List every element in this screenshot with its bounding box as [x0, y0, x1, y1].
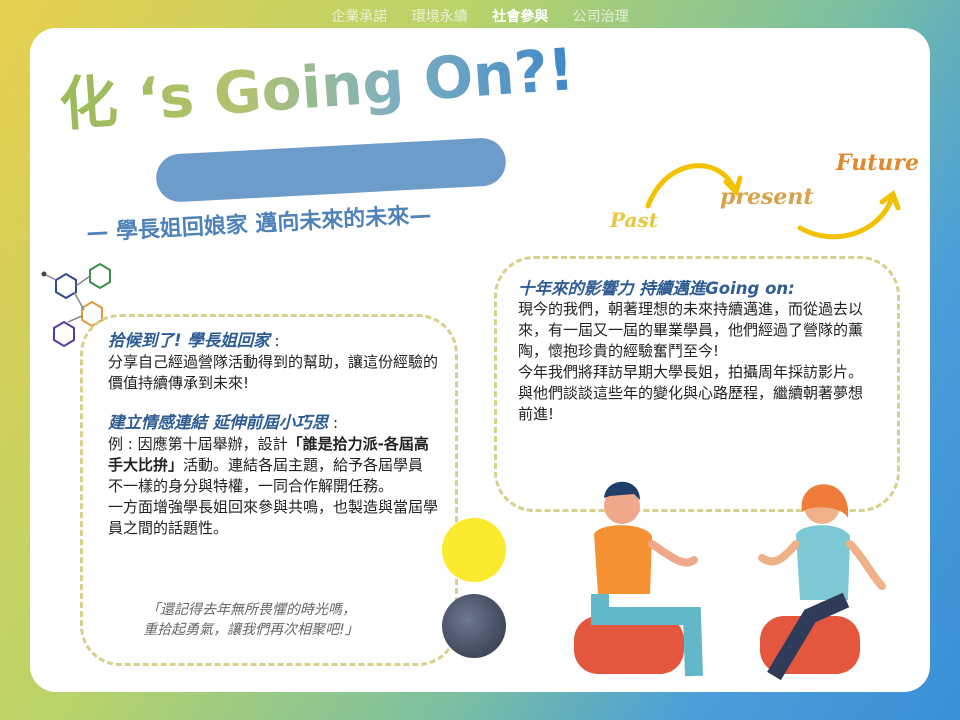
left-body-1: 分享自己經過營隊活動得到的幫助，讓這份經驗的價值持續傳承到未來! — [108, 353, 439, 392]
top-nav: 企業承諾 環境永續 社會參與 公司治理 — [0, 6, 960, 26]
decorative-pill — [154, 136, 508, 204]
banner-subtitle: — 學長姐回娘家 邁向未來的未來— — [85, 202, 432, 247]
left-body-2-prefix: 例 : 因應第十屆舉辦，設計 — [108, 435, 288, 453]
right-body-1: 現今的我們，朝著理想的未來持續邁進，而從過去以來，有一屆又一屆的畢業學員，他們經… — [518, 300, 864, 360]
left-quote: 「還記得去年無所畏懼的時光嗎， 重拾起勇氣，讓我們再次相聚吧!」 — [106, 600, 396, 640]
left-heading-2-suffix: : — [328, 414, 339, 432]
banner-title: 化 ‘s Going On?! — [56, 28, 577, 142]
left-heading-1-suffix: : — [269, 332, 280, 350]
left-panel: 拾候到了! 學長姐回家 : 分享自己經過營隊活動得到的幫助，讓這份經驗的價值持續… — [108, 330, 438, 539]
nav-item-social[interactable]: 社會參與 — [492, 9, 549, 25]
timeline-future-label: Future — [836, 150, 919, 176]
content-card: 化 ‘s Going On?! — 學長姐回娘家 邁向未來的未來— Past p… — [30, 28, 930, 692]
right-panel: 十年來的影響力 持續邁進Going on: 現今的我們，朝著理想的未來持續邁進，… — [518, 278, 874, 425]
right-body-2: 今年我們將拜訪早期大學長姐，拍攝周年採訪影片。與他們談談這些年的變化與心路歷程，… — [518, 363, 864, 423]
timeline-present-label: present — [720, 184, 814, 210]
nav-item-commitment[interactable]: 企業承諾 — [331, 9, 388, 25]
molecule-icon — [41, 262, 111, 348]
left-panel-border — [80, 314, 458, 666]
quote-line-2: 重拾起勇氣，讓我們再次相聚吧!」 — [143, 622, 359, 638]
left-heading-2: 建立情感連結 延伸前屆小巧思 — [108, 413, 329, 432]
right-panel-border — [494, 256, 900, 512]
quote-line-1: 「還記得去年無所畏懼的時光嗎， — [146, 602, 356, 618]
photo-thumbnail — [442, 594, 506, 658]
left-body-3: 一方面增強學長姐回來參與共鳴，也製造與當屆學員之間的話題性。 — [108, 498, 439, 537]
people-chatting-illustration — [574, 481, 886, 681]
timeline-arrows — [645, 163, 901, 240]
nav-item-environment[interactable]: 環境永續 — [411, 9, 468, 25]
left-heading-1: 拾候到了! 學長姐回家 — [108, 331, 270, 350]
right-heading: 十年來的影響力 持續邁進Going on: — [518, 279, 795, 298]
left-body-2-highlight: 「誰是拾力派-各屆高手大比拚」 — [108, 435, 429, 474]
yellow-circle-thumbnail — [442, 518, 506, 582]
timeline-past-label: Past — [610, 208, 658, 232]
nav-item-governance[interactable]: 公司治理 — [572, 9, 629, 25]
left-body-2-suffix: 活動。連結各屆主題，給予各屆學員不一樣的身分與特權，一同合作解開任務。 — [108, 456, 424, 495]
